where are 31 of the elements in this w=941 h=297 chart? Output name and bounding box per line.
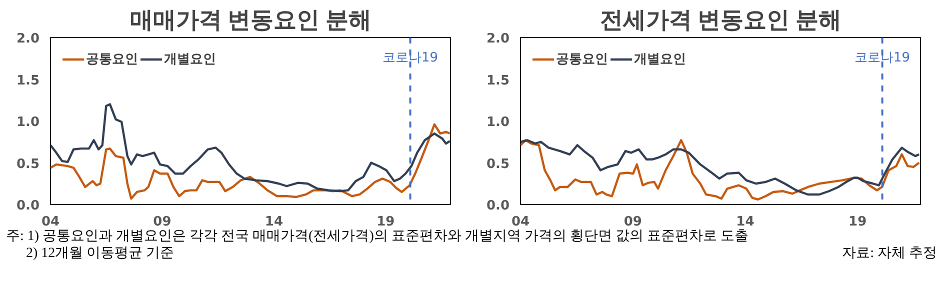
x-tick-label: 19 (376, 214, 395, 230)
legend-label: 개별요인 (164, 51, 216, 68)
legend-label: 공통요인 (86, 51, 138, 68)
text: 자료: 자체 추정 (842, 245, 937, 262)
y-tick-label: 1.0 (486, 115, 510, 130)
y-tick-label: 0.0 (16, 198, 40, 214)
legend-label: 공통요인 (556, 51, 608, 68)
line-series (50, 103, 450, 192)
y-tick-label: 2.0 (16, 32, 40, 46)
y-tick-label: 0.0 (486, 198, 510, 214)
y-tick-label: 0.5 (16, 156, 40, 172)
text: 주: 1) 공통요인과 개별요인은 각각 전국 매매가격(전세가격)의 표준편차와 개별지역 가격의 횡단면 값의 표준편차로 도출 (6, 228, 750, 245)
legend-label: 개별요인 (634, 51, 686, 68)
x-tick-label: 14 (264, 214, 284, 230)
y-tick-label: 2.0 (486, 32, 510, 46)
x-tick-label: 04 (511, 214, 530, 230)
x-tick-label: 09 (153, 214, 172, 230)
x-tick-label: 19 (848, 214, 867, 230)
y-tick-label: 1.0 (16, 115, 40, 130)
text: 2) 12개월 이동평균 기준 (26, 245, 174, 262)
line-series (50, 123, 450, 200)
y-tick-label: 1.5 (16, 73, 40, 88)
x-tick-label: 14 (736, 214, 754, 230)
chart-title: 전세가격 변동요인 분해 (600, 8, 842, 32)
x-tick-label: 04 (41, 214, 60, 230)
ref-line-label: 코로나19 (854, 50, 910, 66)
y-tick-label: 1.5 (486, 73, 510, 88)
ref-line-label: 코로나19 (382, 50, 438, 66)
y-tick-label: 0.5 (486, 156, 510, 172)
chart-title: 매매가격 변동요인 분해 (130, 8, 372, 32)
x-tick-label: 09 (624, 214, 642, 230)
